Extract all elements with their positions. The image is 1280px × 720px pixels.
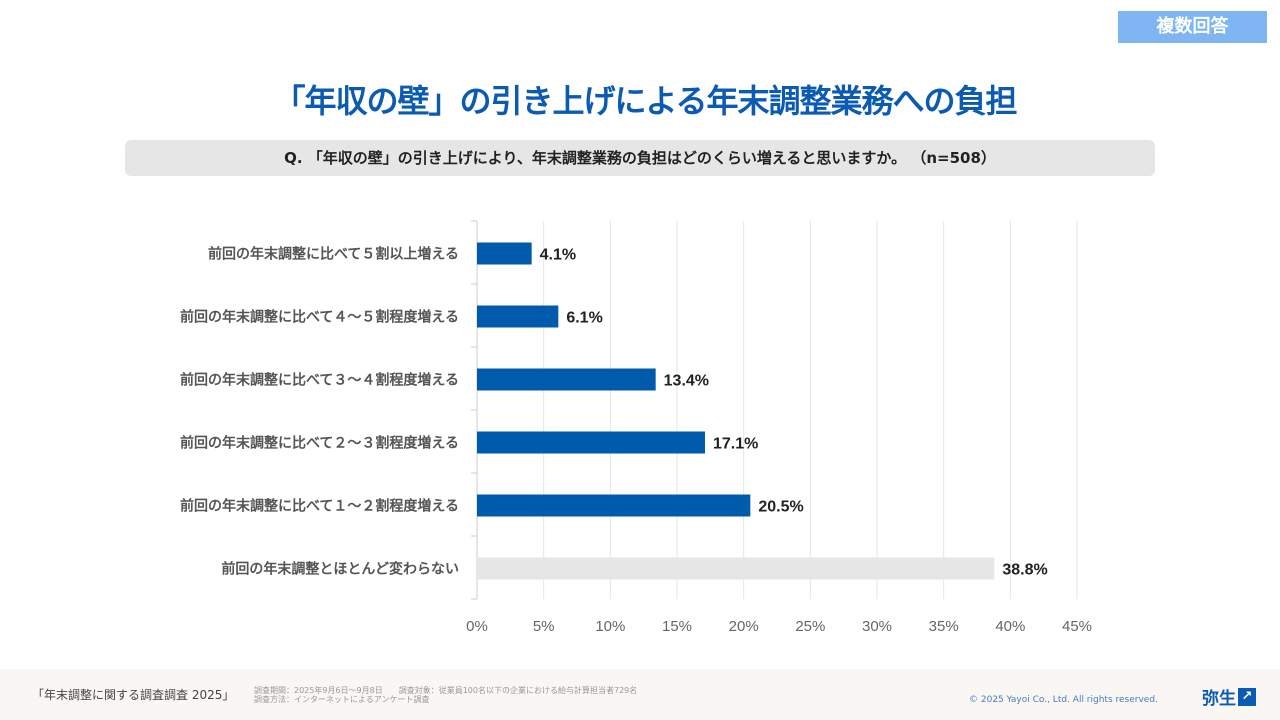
yayoi-logo: 弥生 ↗ [1202,684,1256,709]
footer: 「年末調整に関する調査調査 2025」 調査期間：2025年9月6日～9月8日 … [0,669,1280,720]
copyright: © 2025 Yayoi Co., Ltd. All rights reserv… [969,695,1158,705]
survey-meta-line2: 調査方法：インターネットによるアンケート調査 [254,695,430,704]
arrow-up-right-icon: ↗ [1238,687,1256,706]
data-label: 17.1% [713,436,758,453]
category-label: 前回の年末調整に比べて１～２割程度増える [180,498,459,515]
bar [477,431,705,454]
x-tick-label: 20% [729,618,759,635]
multiple-answer-badge: 複数回答 [1118,11,1267,43]
page-title: 「年収の壁」の引き上げによる年末調整業務への負担 [273,82,1017,120]
data-label: 20.5% [758,499,803,516]
data-label: 38.8% [1002,562,1047,579]
survey-meta-line1: 調査期間：2025年9月6日～9月8日 調査対象：従業員100名以下の企業におけ… [254,686,638,695]
x-tick-label: 0% [466,618,488,635]
category-label: 前回の年末調整とほとんど変わらない [221,561,459,578]
bar [477,368,656,391]
category-label: 前回の年末調整に比べて２～３割程度増える [180,435,459,452]
x-tick-label: 40% [995,618,1025,635]
bar [477,305,559,328]
bar [477,242,532,265]
data-label: 6.1% [566,310,602,327]
logo-text: 弥生 [1202,689,1236,709]
x-tick-label: 45% [1062,618,1092,635]
survey-meta: 調査期間：2025年9月6日～9月8日 調査対象：従業員100名以下の企業におけ… [254,686,637,704]
category-label: 前回の年末調整に比べて３～４割程度増える [180,372,459,389]
category-label: 前回の年末調整に比べて４～５割程度増える [180,309,459,326]
x-tick-label: 10% [595,618,625,635]
x-tick-label: 5% [533,618,555,635]
x-tick-label: 15% [662,618,692,635]
bar-chart: 0% 5% 10% 15% 20% 25% 30% 35% 40% 45% 前回の年末調整に比べて５… [180,220,1092,635]
x-tick-label: 30% [862,618,892,635]
survey-name: 「年末調整に関する調査調査 2025」 [32,688,235,702]
question-banner: Q. 「年収の壁」の引き上げにより、年末調整業務の負担はどのくらい増えると思いま… [125,140,1155,176]
x-tick-label: 25% [795,618,825,635]
bar [477,494,751,517]
bar [477,557,995,580]
data-label: 4.1% [540,247,576,264]
category-label: 前回の年末調整に比べて５割以上増える [208,246,459,263]
x-tick-label: 35% [929,618,959,635]
data-label: 13.4% [664,373,709,390]
